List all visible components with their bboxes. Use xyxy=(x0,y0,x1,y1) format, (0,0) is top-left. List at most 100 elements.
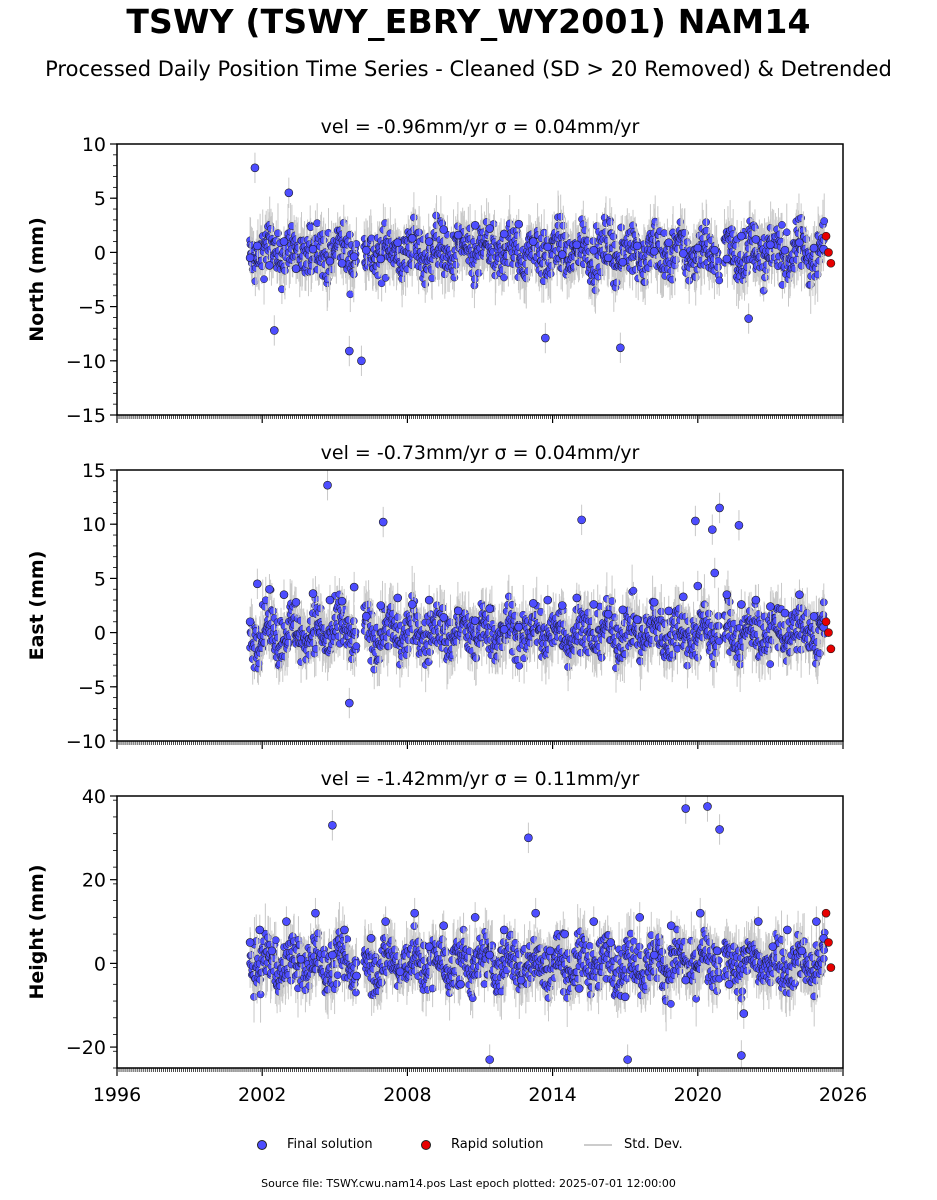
final-solution-point xyxy=(722,254,732,264)
final-solution-point xyxy=(345,346,354,356)
final-solution-point xyxy=(514,219,524,229)
final-solution-point xyxy=(557,250,567,259)
final-solution-point xyxy=(281,266,289,275)
final-solution-point xyxy=(279,237,289,246)
final-solution-point xyxy=(572,240,582,250)
final-solution-point xyxy=(308,244,318,254)
final-solution-point xyxy=(393,238,403,247)
final-solution-point xyxy=(515,661,524,670)
y-tick-label: −15 xyxy=(66,405,106,427)
solution-cloud xyxy=(246,564,829,693)
y-tick-label: −10 xyxy=(66,351,106,373)
final-solution-point xyxy=(616,343,625,353)
final-solution-point xyxy=(255,659,264,668)
final-solution-point xyxy=(520,654,528,663)
chart-subtitle: Processed Daily Position Time Series - C… xyxy=(45,57,892,81)
final-solution-point xyxy=(528,237,538,246)
final-solution-point xyxy=(325,256,335,266)
final-solution-point xyxy=(453,230,463,240)
final-solution-point xyxy=(543,242,553,252)
final-solution-point xyxy=(710,245,720,255)
y-tick-label: 0 xyxy=(94,242,106,264)
final-solution-point xyxy=(778,221,786,229)
final-solution-point xyxy=(715,276,724,285)
final-solution-point xyxy=(439,225,449,234)
final-solution-point xyxy=(629,586,638,595)
final-solution-point xyxy=(795,238,804,247)
final-solution-point xyxy=(306,223,315,232)
final-solution-point xyxy=(780,245,790,255)
final-solution-point xyxy=(337,258,347,268)
subplot-title: vel = -0.73mm/yr σ = 0.04mm/yr xyxy=(321,442,640,464)
final-solution-point xyxy=(744,314,753,323)
final-solution-point xyxy=(556,212,565,221)
y-axis-label: East (mm) xyxy=(26,551,48,661)
final-solution-point xyxy=(265,261,274,270)
final-solution-point xyxy=(541,333,550,343)
y-axis-label: North (mm) xyxy=(26,217,48,342)
final-solution-point xyxy=(820,217,829,225)
final-solution-point xyxy=(678,249,688,258)
final-solution-point xyxy=(381,274,390,282)
final-solution-point xyxy=(361,245,371,255)
final-solution-point xyxy=(250,163,260,173)
final-solution-point xyxy=(609,232,618,241)
chart-title: TSWY (TSWY_EBRY_WY2001) NAM14 xyxy=(126,2,811,41)
final-solution-point xyxy=(499,229,509,239)
y-tick-label: 10 xyxy=(82,134,106,156)
final-solution-point xyxy=(472,654,481,663)
final-solution-point xyxy=(649,247,659,256)
final-solution-point xyxy=(291,264,301,273)
rapid-solution-point xyxy=(824,248,833,257)
final-solution-point xyxy=(313,219,322,228)
final-solution-point xyxy=(813,270,822,279)
final-solution-point xyxy=(278,285,286,294)
y-tick-label: −5 xyxy=(78,297,106,319)
final-solution-point xyxy=(759,286,768,295)
final-solution-point xyxy=(284,188,294,198)
solution-cloud xyxy=(246,190,829,314)
final-solution-point xyxy=(352,642,361,650)
final-solution-point xyxy=(410,213,418,222)
final-solution-point xyxy=(751,235,761,244)
final-solution-point xyxy=(485,224,494,233)
final-solution-point xyxy=(500,273,508,282)
final-solution-point xyxy=(269,607,278,615)
final-solution-point xyxy=(284,638,293,647)
y-tick-label: 5 xyxy=(94,188,106,210)
rapid-solution-point xyxy=(821,231,831,241)
final-solution-point xyxy=(606,218,615,226)
final-solution-point xyxy=(253,241,262,251)
final-solution-point xyxy=(636,657,645,666)
final-solution-point xyxy=(393,613,402,622)
final-solution-point xyxy=(384,642,393,651)
final-solution-point xyxy=(632,241,642,251)
final-solution-point xyxy=(660,229,669,238)
final-solution-point xyxy=(589,245,599,255)
final-solution-point xyxy=(349,252,359,262)
final-solution-point xyxy=(415,228,423,237)
final-solution-point xyxy=(504,592,513,601)
final-solution-point xyxy=(439,604,447,612)
final-solution-point xyxy=(766,240,775,250)
final-solution-point xyxy=(261,602,269,611)
final-solution-point xyxy=(424,237,434,246)
final-solution-point xyxy=(440,270,449,279)
final-solution-point xyxy=(470,221,480,230)
final-solution-point xyxy=(346,230,354,239)
chart-area: vel = -0.96mm/yr σ = 0.04mm/yr North (mm)… xyxy=(26,116,867,1106)
final-solution-point xyxy=(245,253,255,263)
final-solution-point xyxy=(407,234,417,243)
final-solution-point xyxy=(357,356,366,366)
rapid-solution-point xyxy=(826,258,836,268)
final-solution-point xyxy=(428,274,437,282)
final-solution-point xyxy=(618,257,628,267)
final-solution-point xyxy=(370,665,379,674)
final-solution-point xyxy=(664,238,674,247)
final-solution-point xyxy=(260,275,268,284)
final-solution-point xyxy=(269,326,279,335)
final-solution-point xyxy=(376,254,386,264)
final-solution-point xyxy=(617,223,626,232)
final-solution-point xyxy=(693,243,703,253)
final-solution-point xyxy=(809,243,819,253)
